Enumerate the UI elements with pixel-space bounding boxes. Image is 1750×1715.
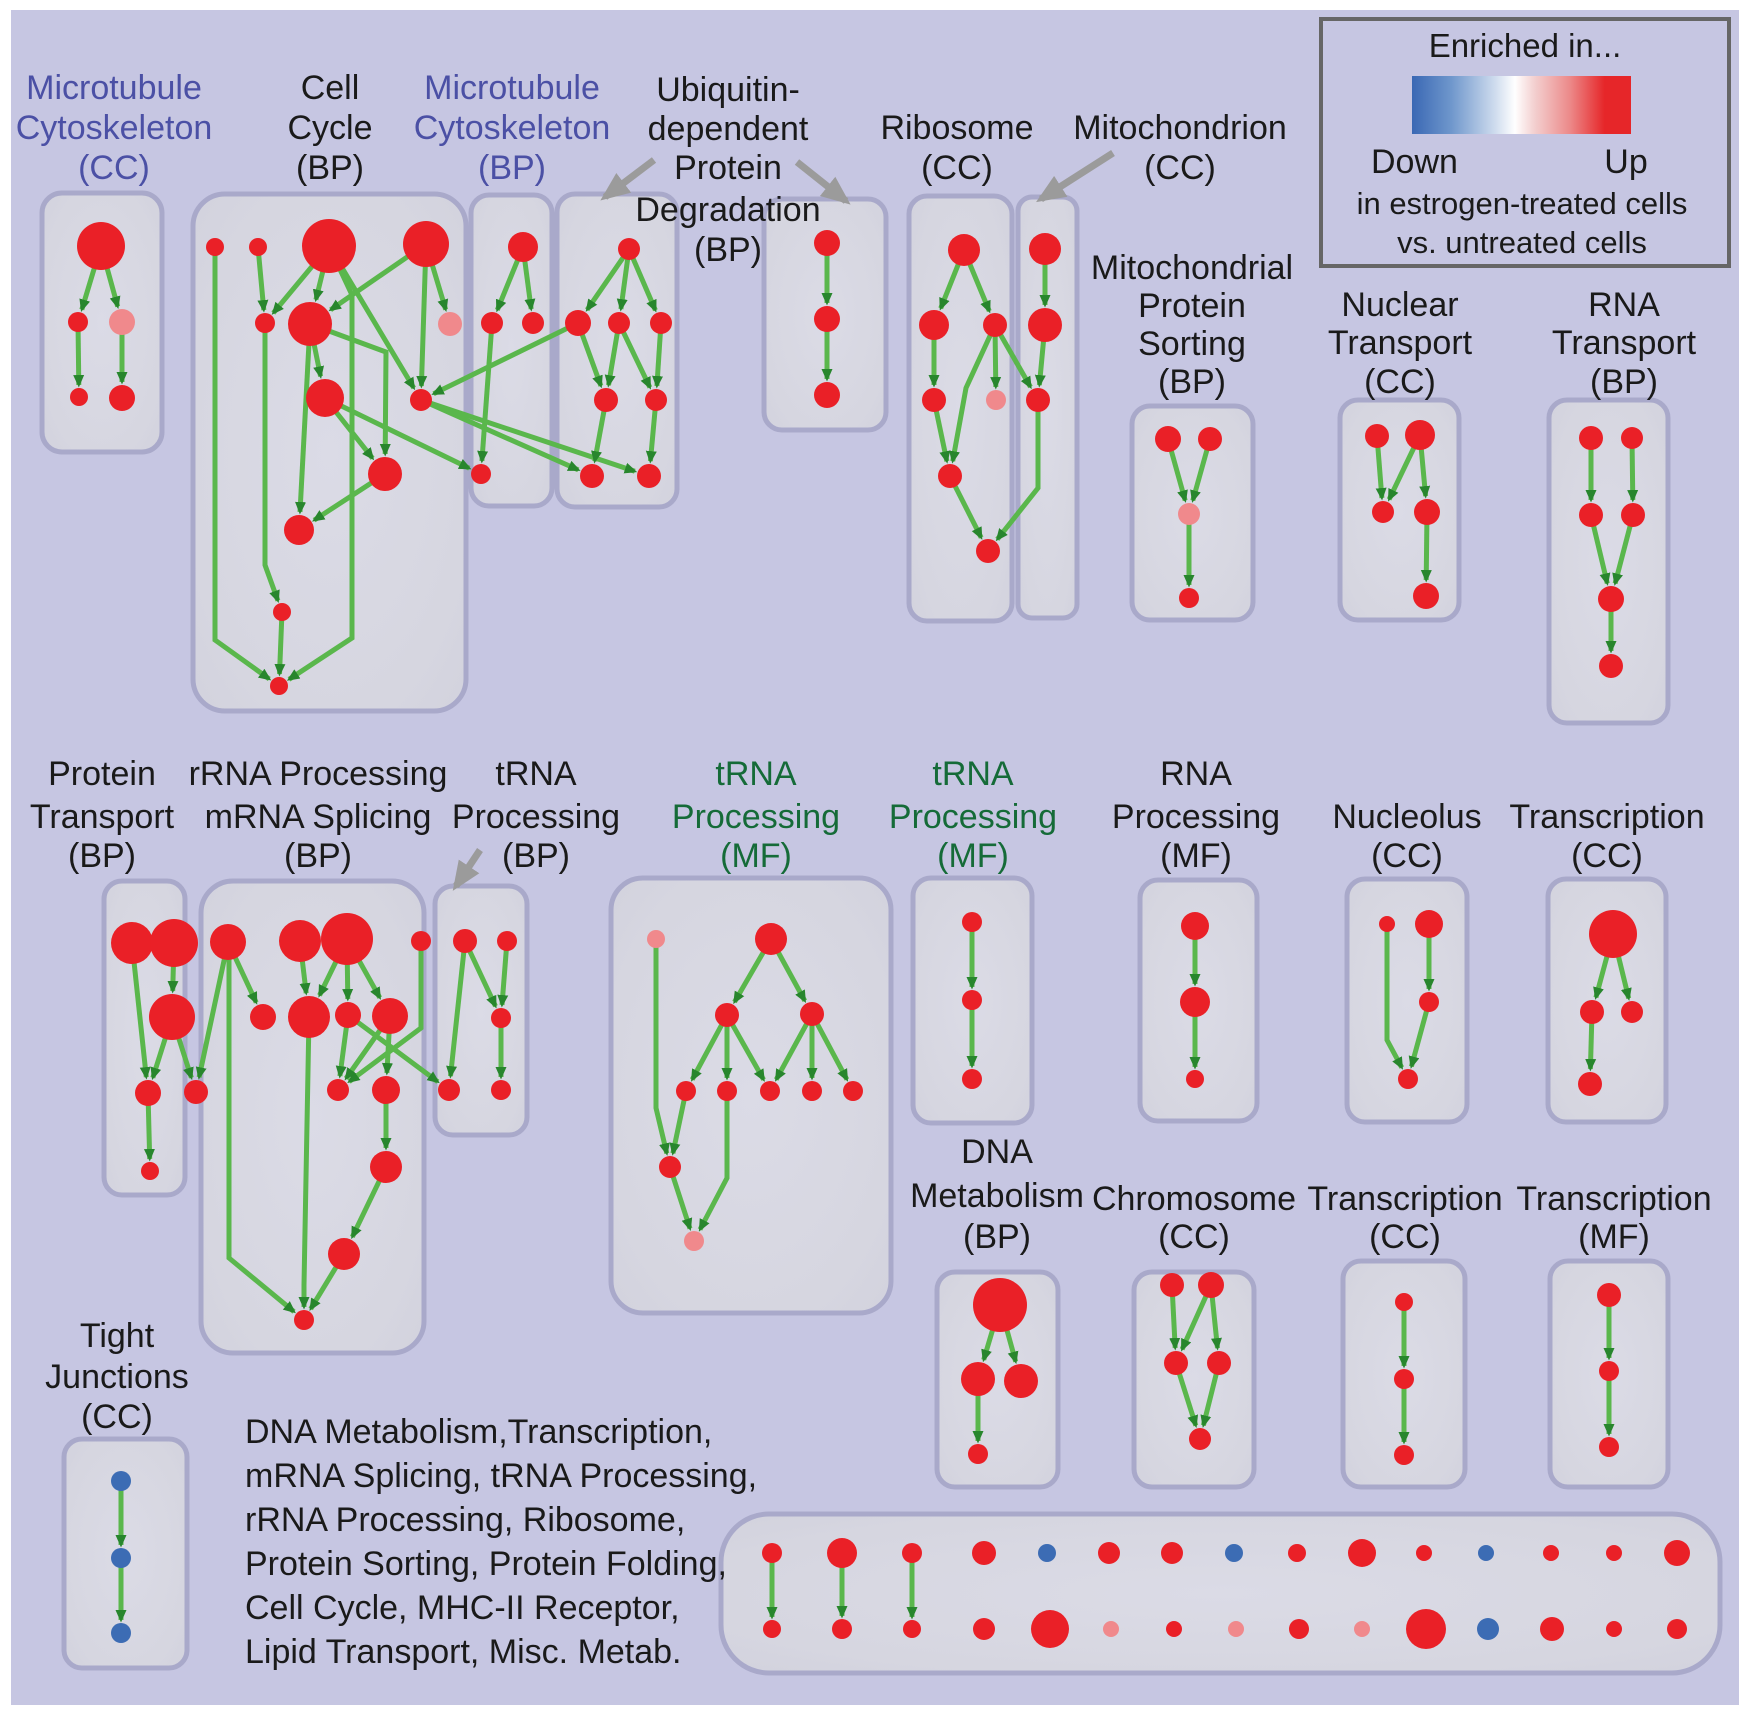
svg-text:tRNA: tRNA [932,755,1014,793]
svg-text:(CC): (CC) [81,1398,153,1436]
svg-text:(MF): (MF) [937,837,1009,875]
svg-text:Protein Sorting, Protein Foldi: Protein Sorting, Protein Folding, [245,1545,727,1583]
svg-text:Metabolism: Metabolism [910,1177,1084,1215]
svg-text:Ubiquitin-: Ubiquitin- [656,71,800,109]
svg-text:(BP): (BP) [478,149,546,187]
svg-text:Junctions: Junctions [45,1358,189,1396]
svg-text:(BP): (BP) [68,837,136,875]
svg-text:tRNA: tRNA [715,755,797,793]
svg-text:Cell Cycle, MHC-II Receptor,: Cell Cycle, MHC-II Receptor, [245,1589,680,1627]
svg-text:Down: Down [1371,143,1458,181]
svg-text:Cytoskeleton: Cytoskeleton [16,109,213,147]
svg-text:(BP): (BP) [694,231,762,269]
svg-text:Degradation: Degradation [635,191,820,229]
svg-text:Processing: Processing [672,798,840,836]
svg-text:(BP): (BP) [1158,363,1226,401]
svg-text:in estrogen-treated cells: in estrogen-treated cells [1357,186,1688,221]
svg-text:rRNA Processing, Ribosome,: rRNA Processing, Ribosome, [245,1501,685,1539]
svg-text:Microtubule: Microtubule [26,69,202,107]
svg-text:Nuclear: Nuclear [1341,286,1458,324]
svg-text:Nucleolus: Nucleolus [1332,798,1481,836]
svg-text:(CC): (CC) [1144,149,1216,187]
svg-text:mRNA Splicing: mRNA Splicing [205,798,432,836]
svg-text:DNA: DNA [961,1133,1033,1171]
svg-text:(BP): (BP) [963,1218,1031,1256]
svg-text:RNA: RNA [1160,755,1232,793]
svg-text:(CC): (CC) [1364,363,1436,401]
svg-text:Transcription: Transcription [1307,1180,1502,1218]
svg-text:Transport: Transport [1328,324,1473,362]
svg-text:(MF): (MF) [720,837,792,875]
svg-text:(BP): (BP) [502,837,570,875]
svg-text:Sorting: Sorting [1138,325,1246,363]
svg-text:DNA Metabolism,Transcription,: DNA Metabolism,Transcription, [245,1413,712,1451]
svg-text:Processing: Processing [452,798,620,836]
svg-text:Microtubule: Microtubule [424,69,600,107]
svg-text:(CC): (CC) [921,149,993,187]
svg-text:Protein: Protein [48,755,156,793]
svg-text:Processing: Processing [889,798,1057,836]
svg-text:tRNA: tRNA [495,755,577,793]
svg-text:Tight: Tight [80,1317,155,1355]
svg-text:Ribosome: Ribosome [880,109,1033,147]
svg-text:mRNA Splicing, tRNA Processing: mRNA Splicing, tRNA Processing, [245,1457,757,1495]
svg-text:Cycle: Cycle [287,109,372,147]
svg-text:RNA: RNA [1588,286,1660,324]
svg-text:(CC): (CC) [1371,837,1443,875]
svg-text:Transcription: Transcription [1516,1180,1711,1218]
svg-text:Mitochondrion: Mitochondrion [1073,109,1287,147]
svg-text:Transport: Transport [1552,324,1697,362]
svg-text:Transcription: Transcription [1509,798,1704,836]
svg-text:Protein: Protein [674,149,782,187]
svg-text:(MF): (MF) [1160,837,1232,875]
svg-text:Transport: Transport [30,798,175,836]
svg-text:(CC): (CC) [1571,837,1643,875]
svg-text:(CC): (CC) [1369,1218,1441,1256]
svg-text:(BP): (BP) [1590,363,1658,401]
svg-text:Enriched in...: Enriched in... [1429,27,1622,64]
svg-text:Cell: Cell [301,69,360,107]
svg-text:(MF): (MF) [1578,1218,1650,1256]
svg-text:vs. untreated cells: vs. untreated cells [1397,225,1647,260]
svg-text:Chromosome: Chromosome [1092,1180,1296,1218]
svg-text:rRNA Processing: rRNA Processing [189,755,448,793]
svg-text:(BP): (BP) [284,837,352,875]
svg-text:Mitochondrial: Mitochondrial [1091,249,1293,287]
svg-text:dependent: dependent [648,110,809,148]
svg-text:Protein: Protein [1138,287,1246,325]
svg-text:Up: Up [1604,143,1647,181]
svg-text:Lipid Transport, Misc. Metab.: Lipid Transport, Misc. Metab. [245,1633,682,1671]
svg-text:(BP): (BP) [296,149,364,187]
svg-text:Cytoskeleton: Cytoskeleton [414,109,611,147]
svg-text:Processing: Processing [1112,798,1280,836]
svg-text:(CC): (CC) [1158,1218,1230,1256]
svg-text:(CC): (CC) [78,149,150,187]
